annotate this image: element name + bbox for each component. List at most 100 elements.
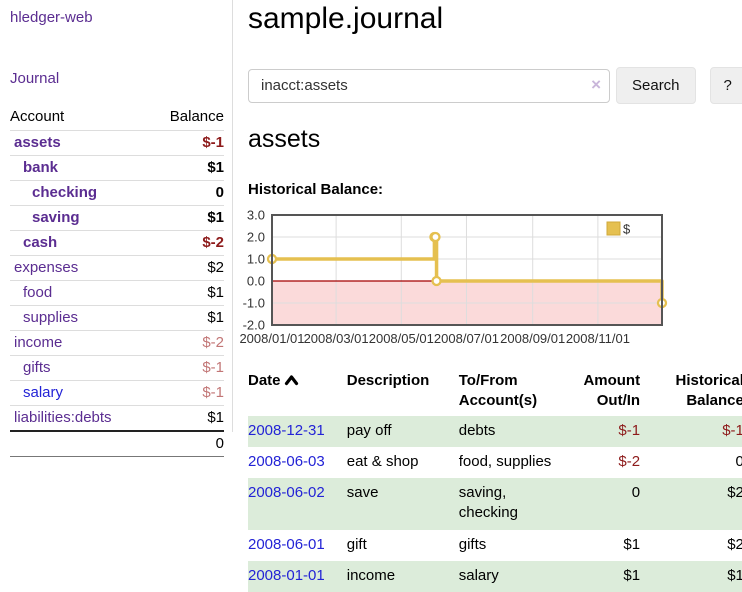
register-balance-cell: $1 bbox=[648, 561, 742, 592]
account-balance: $-1 bbox=[150, 356, 224, 381]
y-tick-label: 2.0 bbox=[247, 230, 265, 245]
account-name-cell: saving bbox=[10, 206, 150, 231]
account-name-cell: liabilities:debts bbox=[10, 406, 150, 432]
account-link-supplies[interactable]: supplies bbox=[23, 309, 78, 326]
x-tick-label: 2008/07/01 bbox=[434, 331, 499, 346]
account-name-cell: gifts bbox=[10, 356, 150, 381]
register-header-accounts: To/From Account(s) bbox=[459, 367, 571, 416]
account-name-cell: assets bbox=[10, 131, 150, 156]
transaction-date-link[interactable]: 2008-06-02 bbox=[248, 484, 325, 501]
register-amount-cell: $1 bbox=[571, 530, 648, 561]
account-link-cash[interactable]: cash bbox=[23, 234, 57, 251]
sidebar-item-journal[interactable]: Journal bbox=[10, 70, 59, 87]
account-balance: $1 bbox=[150, 306, 224, 331]
account-name-cell: salary bbox=[10, 381, 150, 406]
brand-link[interactable]: hledger-web bbox=[10, 9, 93, 26]
register-description-cell: pay off bbox=[347, 416, 459, 447]
register-balance-cell: $-1 bbox=[648, 416, 742, 447]
account-link-salary[interactable]: salary bbox=[23, 384, 63, 401]
register-balance-cell: $2 bbox=[648, 530, 742, 561]
account-name-cell: food bbox=[10, 281, 150, 306]
register-date-cell: 2008-01-01 bbox=[248, 561, 347, 592]
x-tick-label: 2008/05/01 bbox=[369, 331, 434, 346]
register-description-cell: eat & shop bbox=[347, 447, 459, 478]
account-balance: $-1 bbox=[150, 381, 224, 406]
register-header-row: Date Description To/From Account(s) Amou… bbox=[248, 367, 742, 416]
account-row: checking 0 bbox=[10, 181, 224, 206]
account-balance: $1 bbox=[150, 156, 224, 181]
transaction-date-link[interactable]: 2008-06-01 bbox=[248, 536, 325, 553]
account-heading: assets bbox=[248, 125, 742, 154]
account-balance: $-2 bbox=[150, 231, 224, 256]
register-table-body: 2008-12-31pay offdebts$-1$-12008-06-03ea… bbox=[248, 416, 742, 592]
chart-section-label: Historical Balance: bbox=[248, 181, 742, 198]
account-balance: $-2 bbox=[150, 331, 224, 356]
register-amount-cell: $-1 bbox=[571, 416, 648, 447]
register-description-cell: save bbox=[347, 478, 459, 530]
account-link-checking[interactable]: checking bbox=[32, 184, 97, 201]
register-header-description: Description bbox=[347, 367, 459, 416]
search-input[interactable] bbox=[248, 69, 610, 103]
register-row: 2008-06-02 savesaving, checking0$2 bbox=[248, 478, 742, 530]
register-accounts-cell: saving, checking bbox=[459, 478, 571, 530]
page-title: sample.journal bbox=[248, 2, 742, 36]
data-point-marker bbox=[433, 277, 441, 285]
account-link-saving[interactable]: saving bbox=[32, 209, 80, 226]
register-amount-cell: $-2 bbox=[571, 447, 648, 478]
account-link-food[interactable]: food bbox=[23, 284, 52, 301]
search-button[interactable]: Search bbox=[616, 67, 696, 104]
account-link-gifts[interactable]: gifts bbox=[23, 359, 51, 376]
sort-ascending-icon bbox=[284, 374, 299, 386]
account-balance: $1 bbox=[150, 206, 224, 231]
x-tick-label: 2008/01/01 bbox=[239, 331, 304, 346]
register-accounts-cell: food, supplies bbox=[459, 447, 571, 478]
clear-search-icon[interactable]: × bbox=[591, 75, 601, 95]
register-amount-cell: 0 bbox=[571, 478, 648, 530]
accounts-header-account: Account bbox=[10, 104, 150, 131]
register-table: Date Description To/From Account(s) Amou… bbox=[248, 367, 742, 592]
register-date-cell: 2008-06-01 bbox=[248, 530, 347, 561]
transaction-date-link[interactable]: 2008-01-01 bbox=[248, 567, 325, 584]
account-balance: 0 bbox=[150, 181, 224, 206]
register-balance-cell: $2 bbox=[648, 478, 742, 530]
account-link-assets[interactable]: assets bbox=[14, 134, 61, 151]
register-date-cell: 2008-12-31 bbox=[248, 416, 347, 447]
register-accounts-cell: gifts bbox=[459, 530, 571, 561]
register-description-cell: gift bbox=[347, 530, 459, 561]
search-input-wrap: × bbox=[248, 69, 610, 103]
register-date-cell: 2008-06-02 bbox=[248, 478, 347, 530]
account-row: cash $-2 bbox=[10, 231, 224, 256]
y-tick-label: 0.0 bbox=[247, 274, 265, 289]
accounts-header-balance: Balance bbox=[150, 104, 224, 131]
account-name-cell: cash bbox=[10, 231, 150, 256]
accounts-header-row: Account Balance bbox=[10, 104, 224, 131]
register-accounts-cell: debts bbox=[459, 416, 571, 447]
x-tick-label: 2008/09/01 bbox=[500, 331, 565, 346]
register-date-cell: 2008-06-03 bbox=[248, 447, 347, 478]
account-name-cell: bank bbox=[10, 156, 150, 181]
register-row: 2008-01-01incomesalary$1$1 bbox=[248, 561, 742, 592]
help-button[interactable]: ? bbox=[710, 67, 742, 104]
legend-swatch bbox=[607, 222, 620, 235]
y-tick-label: 1.0 bbox=[247, 252, 265, 267]
account-link-liabilities-debts[interactable]: liabilities:debts bbox=[14, 409, 112, 426]
account-row: bank $1 bbox=[10, 156, 224, 181]
register-row: 2008-12-31pay offdebts$-1$-1 bbox=[248, 416, 742, 447]
transaction-date-link[interactable]: 2008-06-03 bbox=[248, 453, 325, 470]
account-row: expenses $2 bbox=[10, 256, 224, 281]
register-header-amount: Amount Out/In bbox=[571, 367, 648, 416]
account-row: gifts $-1 bbox=[10, 356, 224, 381]
legend-label: $ bbox=[623, 222, 631, 237]
accounts-table-body: assets$-1bank$1checking0saving$1cash$-2e… bbox=[10, 131, 224, 432]
account-link-income[interactable]: income bbox=[14, 334, 62, 351]
accounts-total-spacer bbox=[10, 431, 150, 457]
transaction-date-link[interactable]: 2008-12-31 bbox=[248, 422, 325, 439]
account-balance: $2 bbox=[150, 256, 224, 281]
app-layout: hledger-web Journal Account Balance asse… bbox=[0, 0, 742, 592]
register-row: 2008-06-03eat & shopfood, supplies$-20 bbox=[248, 447, 742, 478]
account-row: saving $1 bbox=[10, 206, 224, 231]
account-link-bank[interactable]: bank bbox=[23, 159, 58, 176]
account-link-expenses[interactable]: expenses bbox=[14, 259, 78, 276]
register-accounts-cell: salary bbox=[459, 561, 571, 592]
account-row: income $-2 bbox=[10, 331, 224, 356]
